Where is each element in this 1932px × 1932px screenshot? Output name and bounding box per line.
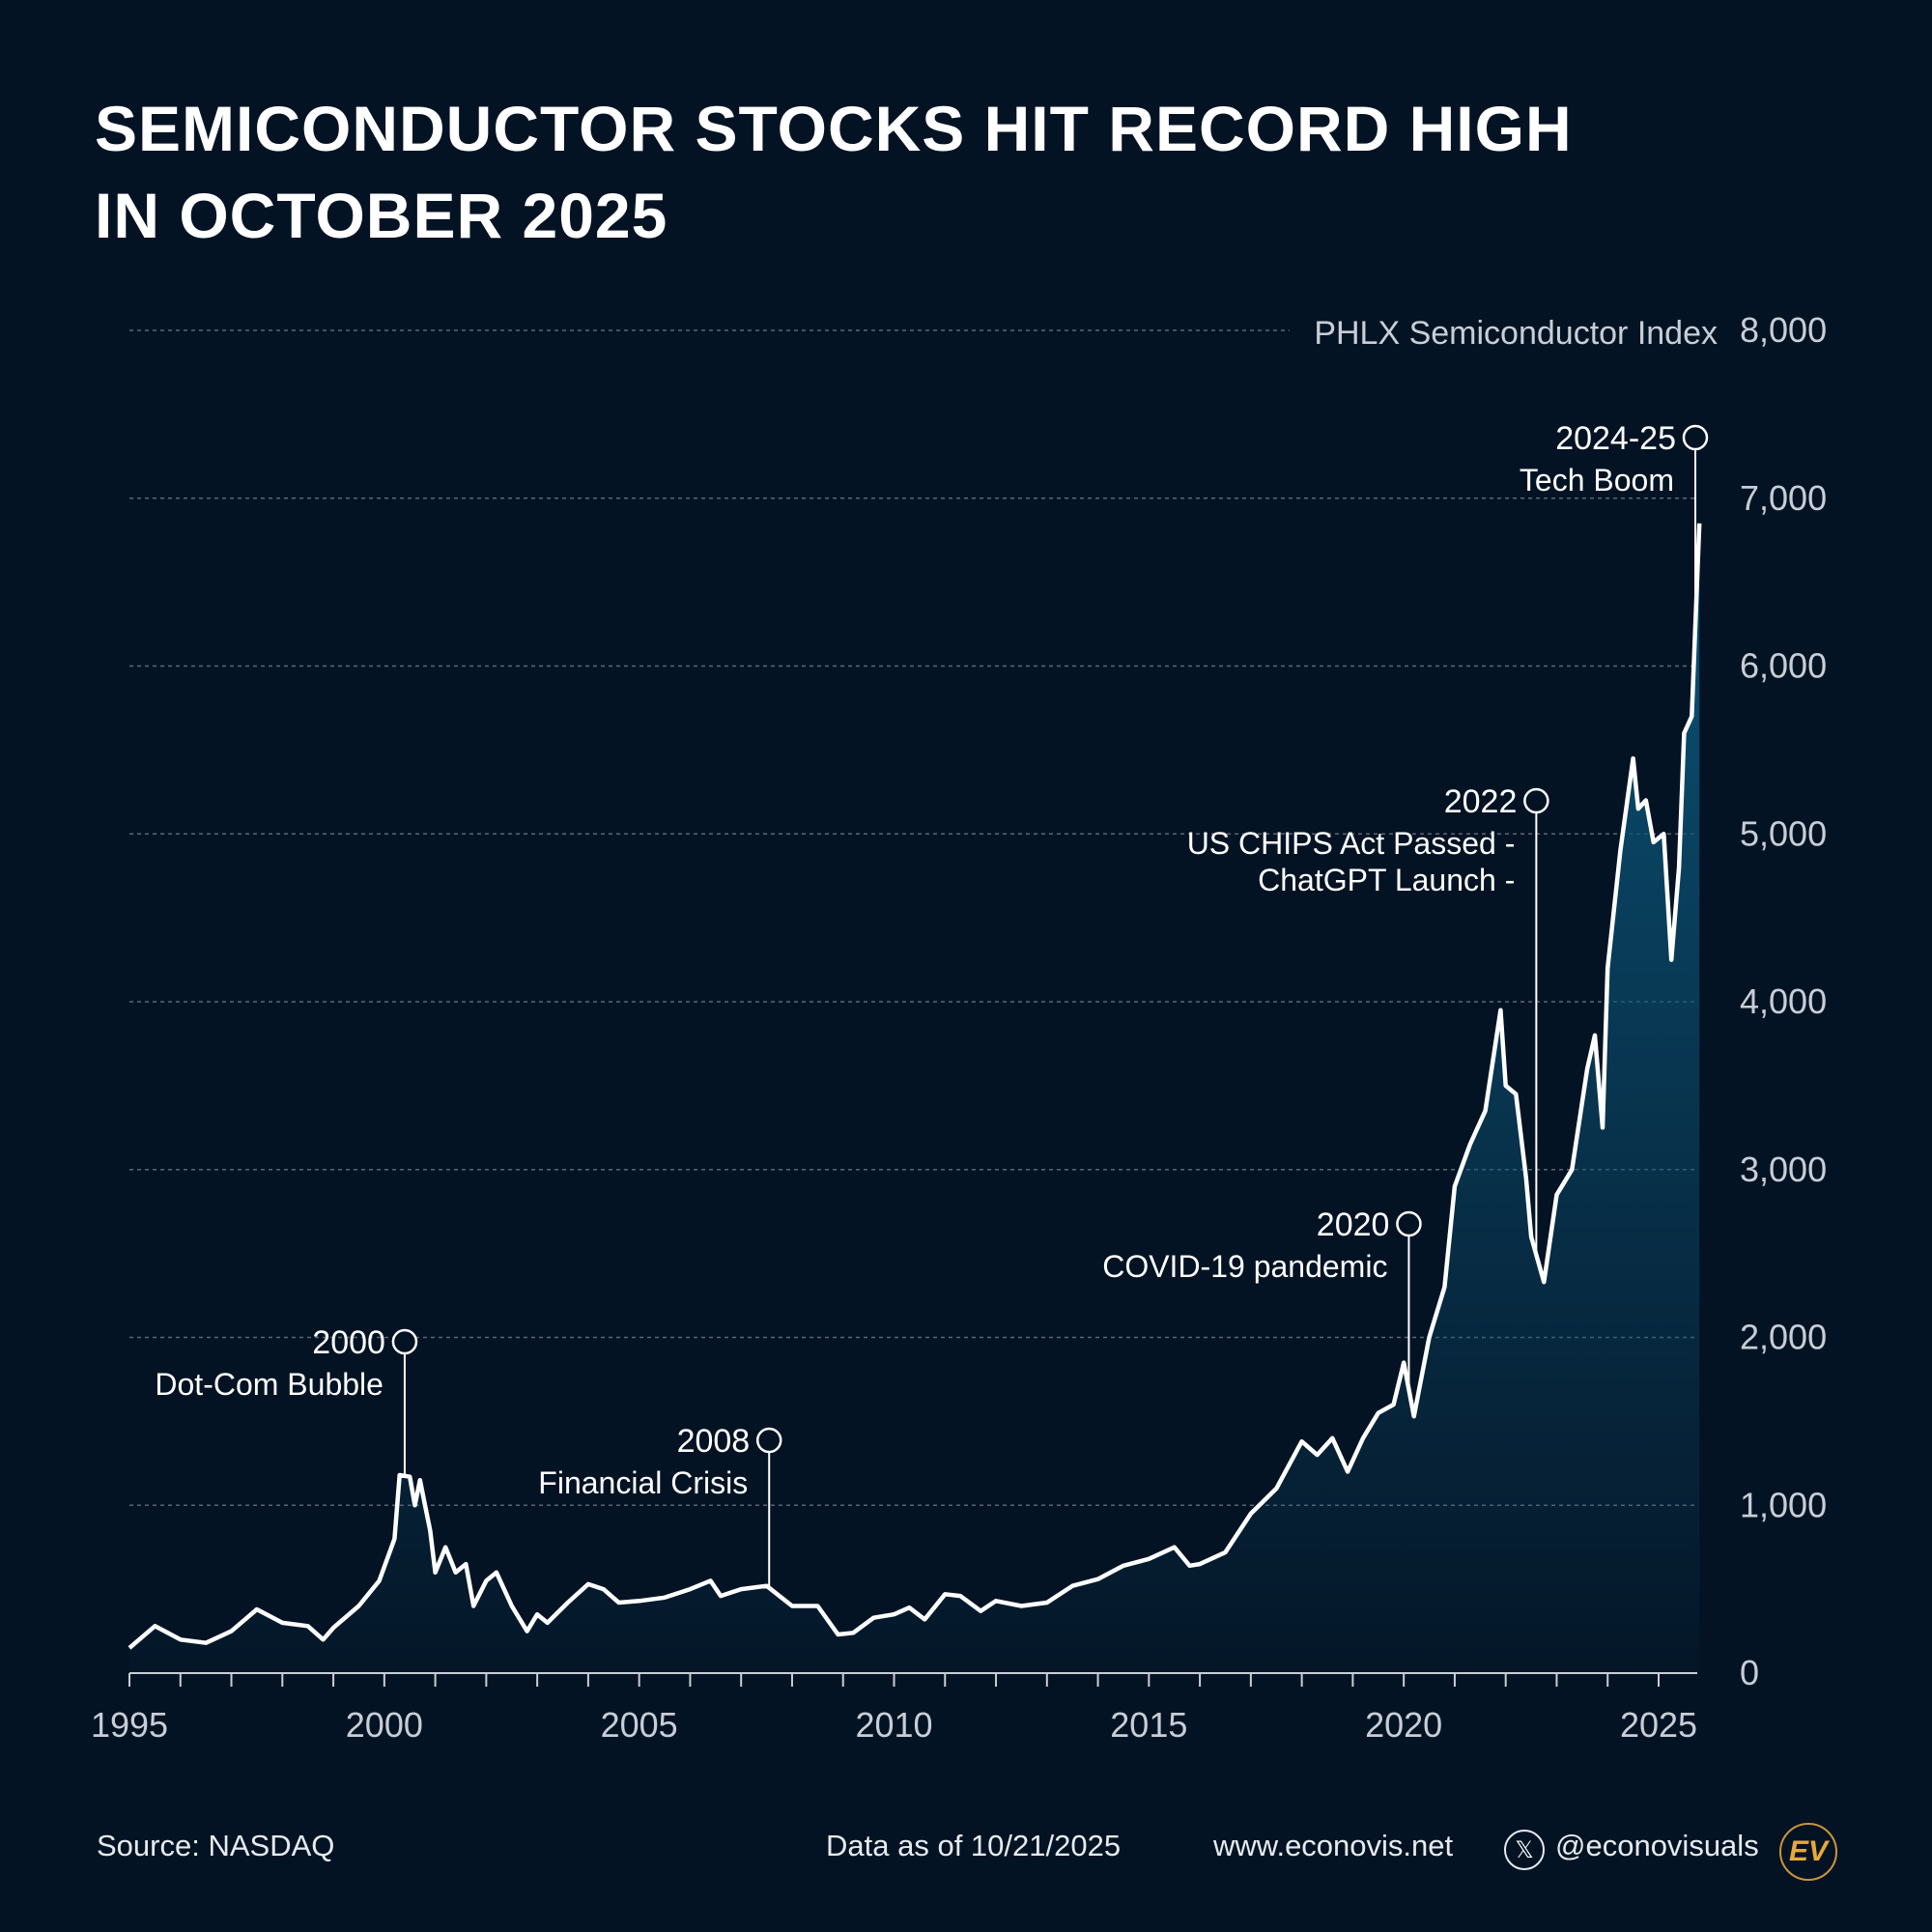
annotation: 2024-25 Tech Boom: [1520, 420, 1709, 627]
x-tick-label: 2020: [1365, 1705, 1442, 1745]
website-link[interactable]: www.econovis.net: [1213, 1829, 1454, 1862]
annotation-marker: [1523, 787, 1549, 814]
annotation: 2020 COVID-19 pandemic: [1102, 1207, 1422, 1390]
y-tick-label: 6,000: [1740, 646, 1827, 686]
area-fill: [129, 523, 1700, 1673]
annotation-year: 2024-25: [1555, 420, 1676, 457]
x-tick-label: 2000: [346, 1705, 423, 1745]
series-label: PHLX Semiconductor Index: [1314, 315, 1718, 352]
annotation-year: 2022: [1444, 783, 1518, 820]
annotation-text: Tech Boom: [1520, 463, 1674, 497]
title-line-1: SEMICONDUCTOR STOCKS HIT RECORD HIGH: [95, 93, 1573, 164]
annotation-text: ChatGPT Launch -: [1258, 863, 1515, 897]
y-tick-label: 4,000: [1740, 981, 1827, 1021]
y-tick-label: 3,000: [1740, 1150, 1827, 1189]
annotation-marker: [755, 1427, 782, 1454]
y-tick-label: 0: [1740, 1653, 1759, 1692]
x-tick-label: 2015: [1110, 1705, 1187, 1745]
data-as-of-text: Data as of 10/21/2025: [826, 1829, 1122, 1862]
social-handle[interactable]: @econovisuals: [1555, 1829, 1759, 1862]
annotation-year: 2000: [312, 1324, 385, 1361]
x-tick-label: 2025: [1620, 1705, 1697, 1745]
chart-title: SEMICONDUCTOR STOCKS HIT RECORD HIGH IN …: [95, 85, 1573, 259]
x-tick-label: 2005: [601, 1705, 678, 1745]
y-tick-label: 1,000: [1740, 1485, 1827, 1524]
x-tick-label: 2010: [855, 1705, 932, 1745]
annotation-text: Dot-Com Bubble: [155, 1367, 384, 1402]
annotation-marker: [1682, 424, 1709, 451]
annotation: 2022 US CHIPS Act Passed -ChatGPT Launch …: [1187, 783, 1549, 1256]
source-text: Source: NASDAQ: [97, 1829, 335, 1862]
annotation-year: 2008: [677, 1423, 751, 1460]
y-tick-label: 5,000: [1740, 813, 1827, 853]
annotation-text: Financial Crisis: [538, 1465, 748, 1500]
x-logo-icon: 𝕏: [1504, 1830, 1545, 1870]
title-line-2: IN OCTOBER 2025: [95, 180, 668, 251]
series-line: [128, 523, 1702, 1650]
y-tick-label: 7,000: [1740, 478, 1827, 518]
annotation-marker: [391, 1328, 418, 1355]
annotation-text: US CHIPS Act Passed -: [1187, 826, 1516, 861]
y-tick-label: 2,000: [1740, 1318, 1827, 1357]
annotation-text: COVID-19 pandemic: [1102, 1249, 1387, 1284]
y-tick-label: 8,000: [1740, 310, 1827, 350]
annotation-year: 2020: [1317, 1207, 1390, 1243]
annotation: 2000 Dot-Com Bubble: [155, 1324, 418, 1476]
x-tick-label: 1995: [91, 1705, 168, 1745]
annotation-marker: [1396, 1210, 1422, 1237]
econovis-logo: EV: [1779, 1823, 1837, 1881]
annotation: 2008 Financial Crisis: [538, 1423, 782, 1588]
